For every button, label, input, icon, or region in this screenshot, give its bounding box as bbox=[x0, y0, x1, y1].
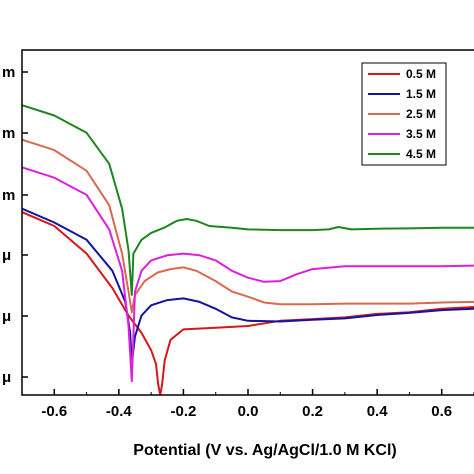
x-axis: -0.6 -0.4 -0.2 0.0 0.2 0.4 0.6 bbox=[21, 389, 474, 420]
legend-label: 1.5 M bbox=[406, 87, 436, 101]
y-tick-label: m bbox=[2, 125, 15, 142]
y-tick-label: μ bbox=[2, 308, 11, 325]
series-line-0-5-m bbox=[22, 211, 474, 395]
y-tick-label: μ bbox=[2, 369, 11, 386]
curves-layer bbox=[22, 104, 474, 395]
legend: 0.5 M 1.5 M 2.5 M 3.5 M 4.5 M bbox=[361, 62, 447, 166]
legend-label: 2.5 M bbox=[406, 107, 436, 121]
x-tick-label: 0.0 bbox=[238, 403, 259, 420]
x-tick-label: 0.6 bbox=[431, 403, 452, 420]
x-tick-label: -0.6 bbox=[41, 403, 67, 420]
plot-frame bbox=[21, 49, 474, 396]
series-line-4-5-m bbox=[22, 104, 474, 296]
legend-label: 3.5 M bbox=[406, 127, 436, 141]
x-tick-label: -0.2 bbox=[170, 403, 196, 420]
series-line-1-5-m bbox=[22, 207, 474, 365]
legend-label: 4.5 M bbox=[406, 147, 436, 161]
series-line-3-5-m bbox=[22, 166, 474, 383]
y-axis: m m m μ μ μ bbox=[2, 64, 28, 386]
series-line-2-5-m bbox=[22, 138, 474, 314]
x-tick-label: 0.4 bbox=[367, 403, 389, 420]
x-tick-label: -0.4 bbox=[106, 403, 133, 420]
x-tick-label: 0.2 bbox=[302, 403, 323, 420]
x-axis-title: Potential (V vs. Ag/AgCl/1.0 M KCl) bbox=[133, 442, 396, 459]
y-tick-label: m bbox=[2, 64, 15, 81]
y-tick-label: m bbox=[2, 187, 15, 204]
y-tick-label: μ bbox=[2, 247, 11, 264]
legend-label: 0.5 M bbox=[406, 67, 436, 81]
